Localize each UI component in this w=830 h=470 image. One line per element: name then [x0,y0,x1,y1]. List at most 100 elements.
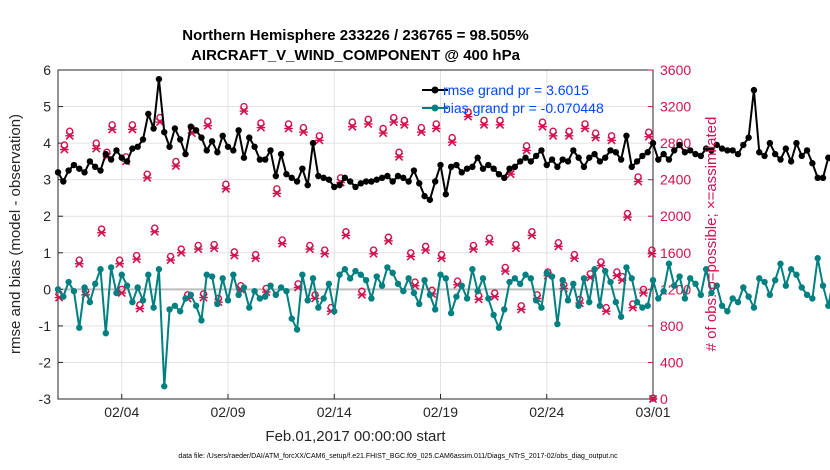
bias-point [692,280,699,288]
bias-point [192,302,200,309]
x-tick-label: 02/04 [104,404,139,420]
rmse-point [803,147,811,154]
legend-bias-marker [431,104,439,112]
bias-point [384,264,391,271]
assimilated-obs-marker [601,307,611,316]
chart-subtitle: AIRCRAFT_V_WIND_COMPONENT @ 400 hPa [191,47,521,64]
rmse-point [750,86,758,94]
rmse-point [649,139,657,147]
rmse-point [283,170,290,178]
assimilated-obs-marker [341,231,351,240]
bias-point [787,266,795,273]
possible-obs-marker [204,117,212,125]
y-tick-label: -1 [39,318,52,334]
rmse-point [702,145,710,152]
rmse-point [644,149,651,156]
rmse-point [346,178,354,185]
assimilated-obs-marker [511,244,521,253]
assimilated-obs-marker [490,292,500,301]
bias-point [187,291,195,299]
assimilated-obs-marker [639,288,648,298]
assimilated-obs-marker [644,132,654,141]
y-tick-label: 4 [43,135,51,151]
bias-point [718,302,726,309]
y2-tick-label: 2000 [660,208,691,224]
assimilated-obs-marker [320,249,330,258]
rmse-point [548,156,556,163]
assimilated-obs-marker [176,248,186,257]
bias-point [665,260,673,267]
bias-point [400,287,407,295]
rmse-point [798,152,805,160]
bias-point [442,275,450,282]
assimilated-obs-marker [516,305,526,314]
rmse-point [320,174,327,182]
rmse-point [421,192,428,200]
bias-point [60,293,67,300]
rmse-point [192,127,200,134]
possible-obs-marker [538,118,547,126]
bias-point [671,282,678,289]
rmse-point [665,156,673,163]
assimilated-obs-marker [299,127,308,137]
bias-point [490,311,497,319]
bias-point [612,298,620,306]
bias-point [145,271,152,278]
rmse-point [697,152,705,160]
bias-point [325,280,333,288]
bias-point [548,273,556,280]
possible-obs-marker [284,120,293,128]
bias-point [208,273,216,280]
rmse-point [315,172,322,180]
rmse-point [60,178,67,185]
assimilated-obs-marker [97,228,106,237]
rmse-point [570,147,577,154]
bias-point [129,298,136,306]
bias-point [777,260,784,267]
assimilated-obs-marker [128,125,137,134]
bias-point [299,271,306,278]
y2-tick-label: 2400 [660,172,691,188]
bias-point [346,275,354,282]
bias-point [166,306,173,313]
possible-obs-marker [645,128,653,136]
x-tick-label: 02/14 [317,404,352,420]
possible-obs-marker [240,102,248,111]
possible-obs-marker [299,123,308,132]
bias-point [564,297,572,304]
bias-point [798,284,805,291]
assimilated-obs-marker [474,295,484,304]
possible-obs-marker [634,173,642,181]
bias-point [681,295,689,302]
bias-point [97,266,104,273]
rmse-point [261,156,269,163]
rmse-point [107,156,115,163]
rmse-point [681,149,689,156]
bias-point [54,286,62,293]
rmse-point [341,174,349,182]
bias-point [538,304,545,311]
possible-obs-marker [496,116,504,124]
rmse-point [724,147,731,154]
bias-point [70,287,78,295]
bias-point [447,309,455,317]
bias-point [639,304,646,311]
bias-point [421,276,428,284]
rmse-point [235,127,242,134]
rmse-point [139,136,147,143]
rmse-point [54,169,62,176]
rmse-point [734,150,742,158]
assimilated-obs-marker [554,242,563,251]
rmse-point [309,139,317,147]
possible-obs-marker [390,113,398,122]
rmse-point [458,169,465,176]
bias-point [134,284,141,291]
assimilated-obs-marker [495,120,505,129]
assimilated-obs-marker [389,117,399,127]
rmse-point [81,169,88,176]
bias-point [623,264,630,271]
rmse-point [771,150,779,158]
bias-point [702,266,710,273]
assimilated-obs-marker [628,303,638,312]
